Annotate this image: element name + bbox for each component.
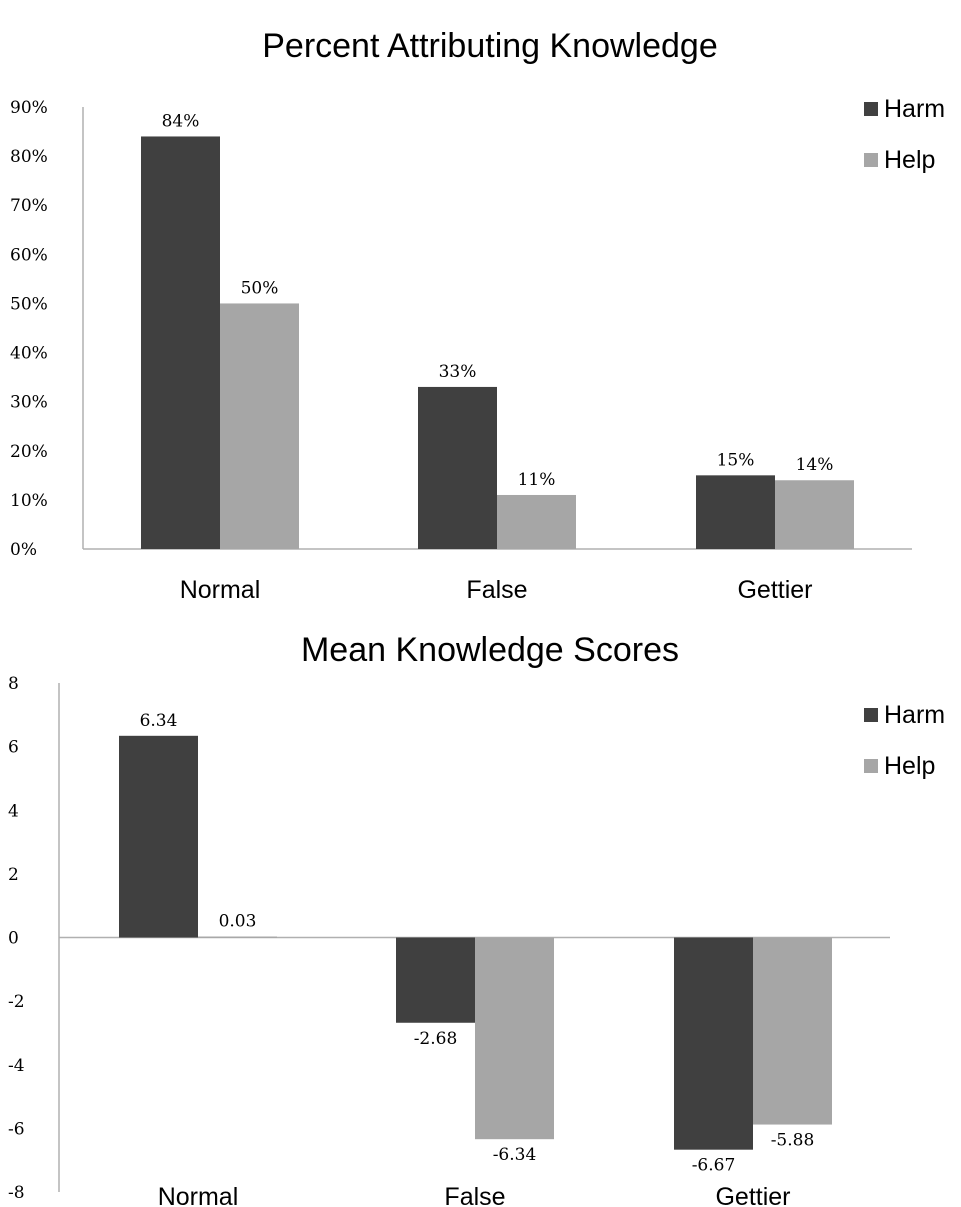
chart-mean-knowledge-scores: Mean Knowledge Scores -8 -6 -4 -2 0 2 4 6 8 6.34 0… xyxy=(0,606,961,1207)
category-label: Gettier xyxy=(737,576,812,604)
data-label: 6.34 xyxy=(140,711,178,731)
y-tick-label: 50% xyxy=(10,294,48,314)
category-label: Gettier xyxy=(715,1183,790,1207)
legend-label: Help xyxy=(884,752,935,780)
chart-title: Mean Knowledge Scores xyxy=(301,631,679,669)
y-tick-label: -8 xyxy=(8,1183,25,1203)
bar-harm-gettier xyxy=(696,475,775,549)
y-tick-label: 0% xyxy=(10,540,37,560)
category-label: Normal xyxy=(158,1183,239,1207)
y-tick-label: 2 xyxy=(8,865,19,885)
bar-harm-normal xyxy=(141,136,220,549)
bar-help-gettier xyxy=(753,937,832,1125)
bar-help-gettier xyxy=(775,480,854,549)
y-tick-label: 90% xyxy=(10,98,48,118)
bar-harm-false xyxy=(396,937,475,1023)
bar-harm-false xyxy=(418,386,497,549)
legend-swatch-help xyxy=(864,759,878,773)
data-label: -5.88 xyxy=(771,1131,815,1151)
legend-swatch-harm xyxy=(864,102,878,116)
legend-label: Harm xyxy=(884,701,945,729)
data-label: 50% xyxy=(241,278,279,298)
category-label: False xyxy=(444,1183,505,1207)
category-label: Normal xyxy=(180,576,261,604)
category-label: False xyxy=(466,576,527,604)
bar-harm-gettier xyxy=(674,937,753,1150)
y-tick-label: 60% xyxy=(10,245,48,265)
bar-help-normal xyxy=(198,936,277,938)
chart-percent-attributing-knowledge: Percent Attributing Knowledge 0% 10% 20% 30… xyxy=(10,27,946,604)
data-label: 84% xyxy=(162,111,200,131)
y-tick-label: 40% xyxy=(10,344,48,364)
data-label: 15% xyxy=(717,450,755,470)
legend-label: Help xyxy=(884,146,935,174)
data-label: 11% xyxy=(518,470,556,490)
legend-swatch-harm xyxy=(864,708,878,722)
y-tick-label: 20% xyxy=(10,442,48,462)
y-tick-label: 6 xyxy=(8,738,19,758)
bar-harm-normal xyxy=(119,735,198,938)
legend-swatch-help xyxy=(864,153,878,167)
chart-title: Percent Attributing Knowledge xyxy=(262,27,718,65)
y-tick-label: 0 xyxy=(8,929,19,949)
chart-svg-percent: Percent Attributing Knowledge 0% 10% 20% 30… xyxy=(10,27,945,604)
y-tick-label: 30% xyxy=(10,393,48,413)
y-tick-label: -4 xyxy=(8,1056,25,1076)
data-label: 14% xyxy=(796,455,834,475)
legend-label: Harm xyxy=(884,95,945,123)
data-label: 0.03 xyxy=(219,912,257,932)
y-tick-label: 80% xyxy=(10,147,48,167)
y-tick-label: -6 xyxy=(8,1119,25,1139)
bar-help-false xyxy=(497,494,576,549)
y-tick-label: 8 xyxy=(8,674,19,694)
y-tick-label: 70% xyxy=(10,196,48,216)
y-tick-label: 4 xyxy=(8,801,19,821)
data-label: -2.68 xyxy=(414,1029,458,1049)
y-tick-label: -2 xyxy=(8,992,25,1012)
bar-help-false xyxy=(475,937,554,1140)
data-label: -6.34 xyxy=(493,1145,537,1165)
data-label: 33% xyxy=(439,362,477,382)
chart-svg-mean: Mean Knowledge Scores -8 -6 -4 -2 0 2 4 6 8 6.34 0… xyxy=(8,631,945,1207)
y-tick-label: 10% xyxy=(10,491,48,511)
data-label: -6.67 xyxy=(692,1156,736,1176)
bar-help-normal xyxy=(220,303,299,549)
